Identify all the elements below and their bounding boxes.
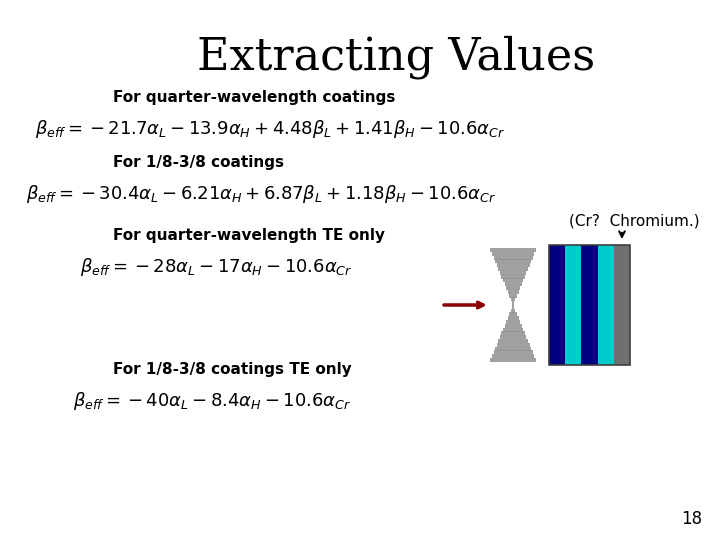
Bar [501, 274, 525, 279]
Bar [492, 252, 534, 256]
Bar [497, 263, 529, 267]
Bar [497, 343, 529, 347]
Bar [498, 339, 528, 343]
Text: $\beta_{eff} = -30.4\alpha_L - 6.21\alpha_H + 6.87\beta_L + 1.18\beta_H - 10.6\a: $\beta_{eff} = -30.4\alpha_L - 6.21\alph… [26, 183, 496, 205]
Bar [510, 298, 516, 301]
Bar [490, 248, 536, 252]
Bar [513, 305, 514, 309]
Text: 18: 18 [681, 510, 702, 528]
Bar [503, 328, 523, 332]
Bar [614, 245, 630, 365]
Bar [506, 286, 520, 290]
Text: $\beta_{eff} = -21.7\alpha_L - 13.9\alpha_H + 4.48\beta_L + 1.41\beta_H - 10.6\a: $\beta_{eff} = -21.7\alpha_L - 13.9\alph… [35, 118, 505, 140]
Bar [500, 335, 526, 339]
Text: For 1/8-3/8 coatings TE only: For 1/8-3/8 coatings TE only [113, 362, 351, 377]
Bar [598, 245, 614, 365]
Bar [492, 354, 534, 358]
Bar [494, 350, 533, 354]
Bar [508, 289, 518, 294]
Text: Extracting Values: Extracting Values [197, 35, 595, 79]
Text: For 1/8-3/8 coatings: For 1/8-3/8 coatings [113, 155, 284, 170]
Bar [490, 358, 536, 362]
Bar [513, 301, 514, 305]
Text: For quarter-wavelength coatings: For quarter-wavelength coatings [113, 90, 395, 105]
Bar [582, 245, 598, 365]
Bar [505, 324, 522, 328]
Bar [505, 282, 522, 286]
Bar [565, 245, 582, 365]
Bar [494, 255, 533, 260]
Text: (Cr?  Chromium.): (Cr? Chromium.) [570, 213, 700, 228]
Bar [509, 294, 517, 298]
Text: $\beta_{eff} = -28\alpha_L - 17\alpha_H - 10.6\alpha_{Cr}$: $\beta_{eff} = -28\alpha_L - 17\alpha_H … [80, 256, 353, 278]
Bar [510, 309, 516, 313]
Bar [495, 259, 531, 264]
Bar [506, 320, 520, 324]
Bar [549, 245, 630, 365]
Bar [498, 267, 528, 271]
Bar [508, 316, 518, 320]
Bar [495, 347, 531, 350]
Bar [501, 332, 525, 335]
Bar [549, 245, 565, 365]
Text: $\beta_{eff} = -40\alpha_L - 8.4\alpha_H - 10.6\alpha_{Cr}$: $\beta_{eff} = -40\alpha_L - 8.4\alpha_H… [73, 390, 351, 412]
Bar [500, 271, 526, 275]
Bar [509, 313, 517, 316]
Bar [503, 278, 523, 282]
Text: For quarter-wavelength TE only: For quarter-wavelength TE only [113, 228, 385, 243]
